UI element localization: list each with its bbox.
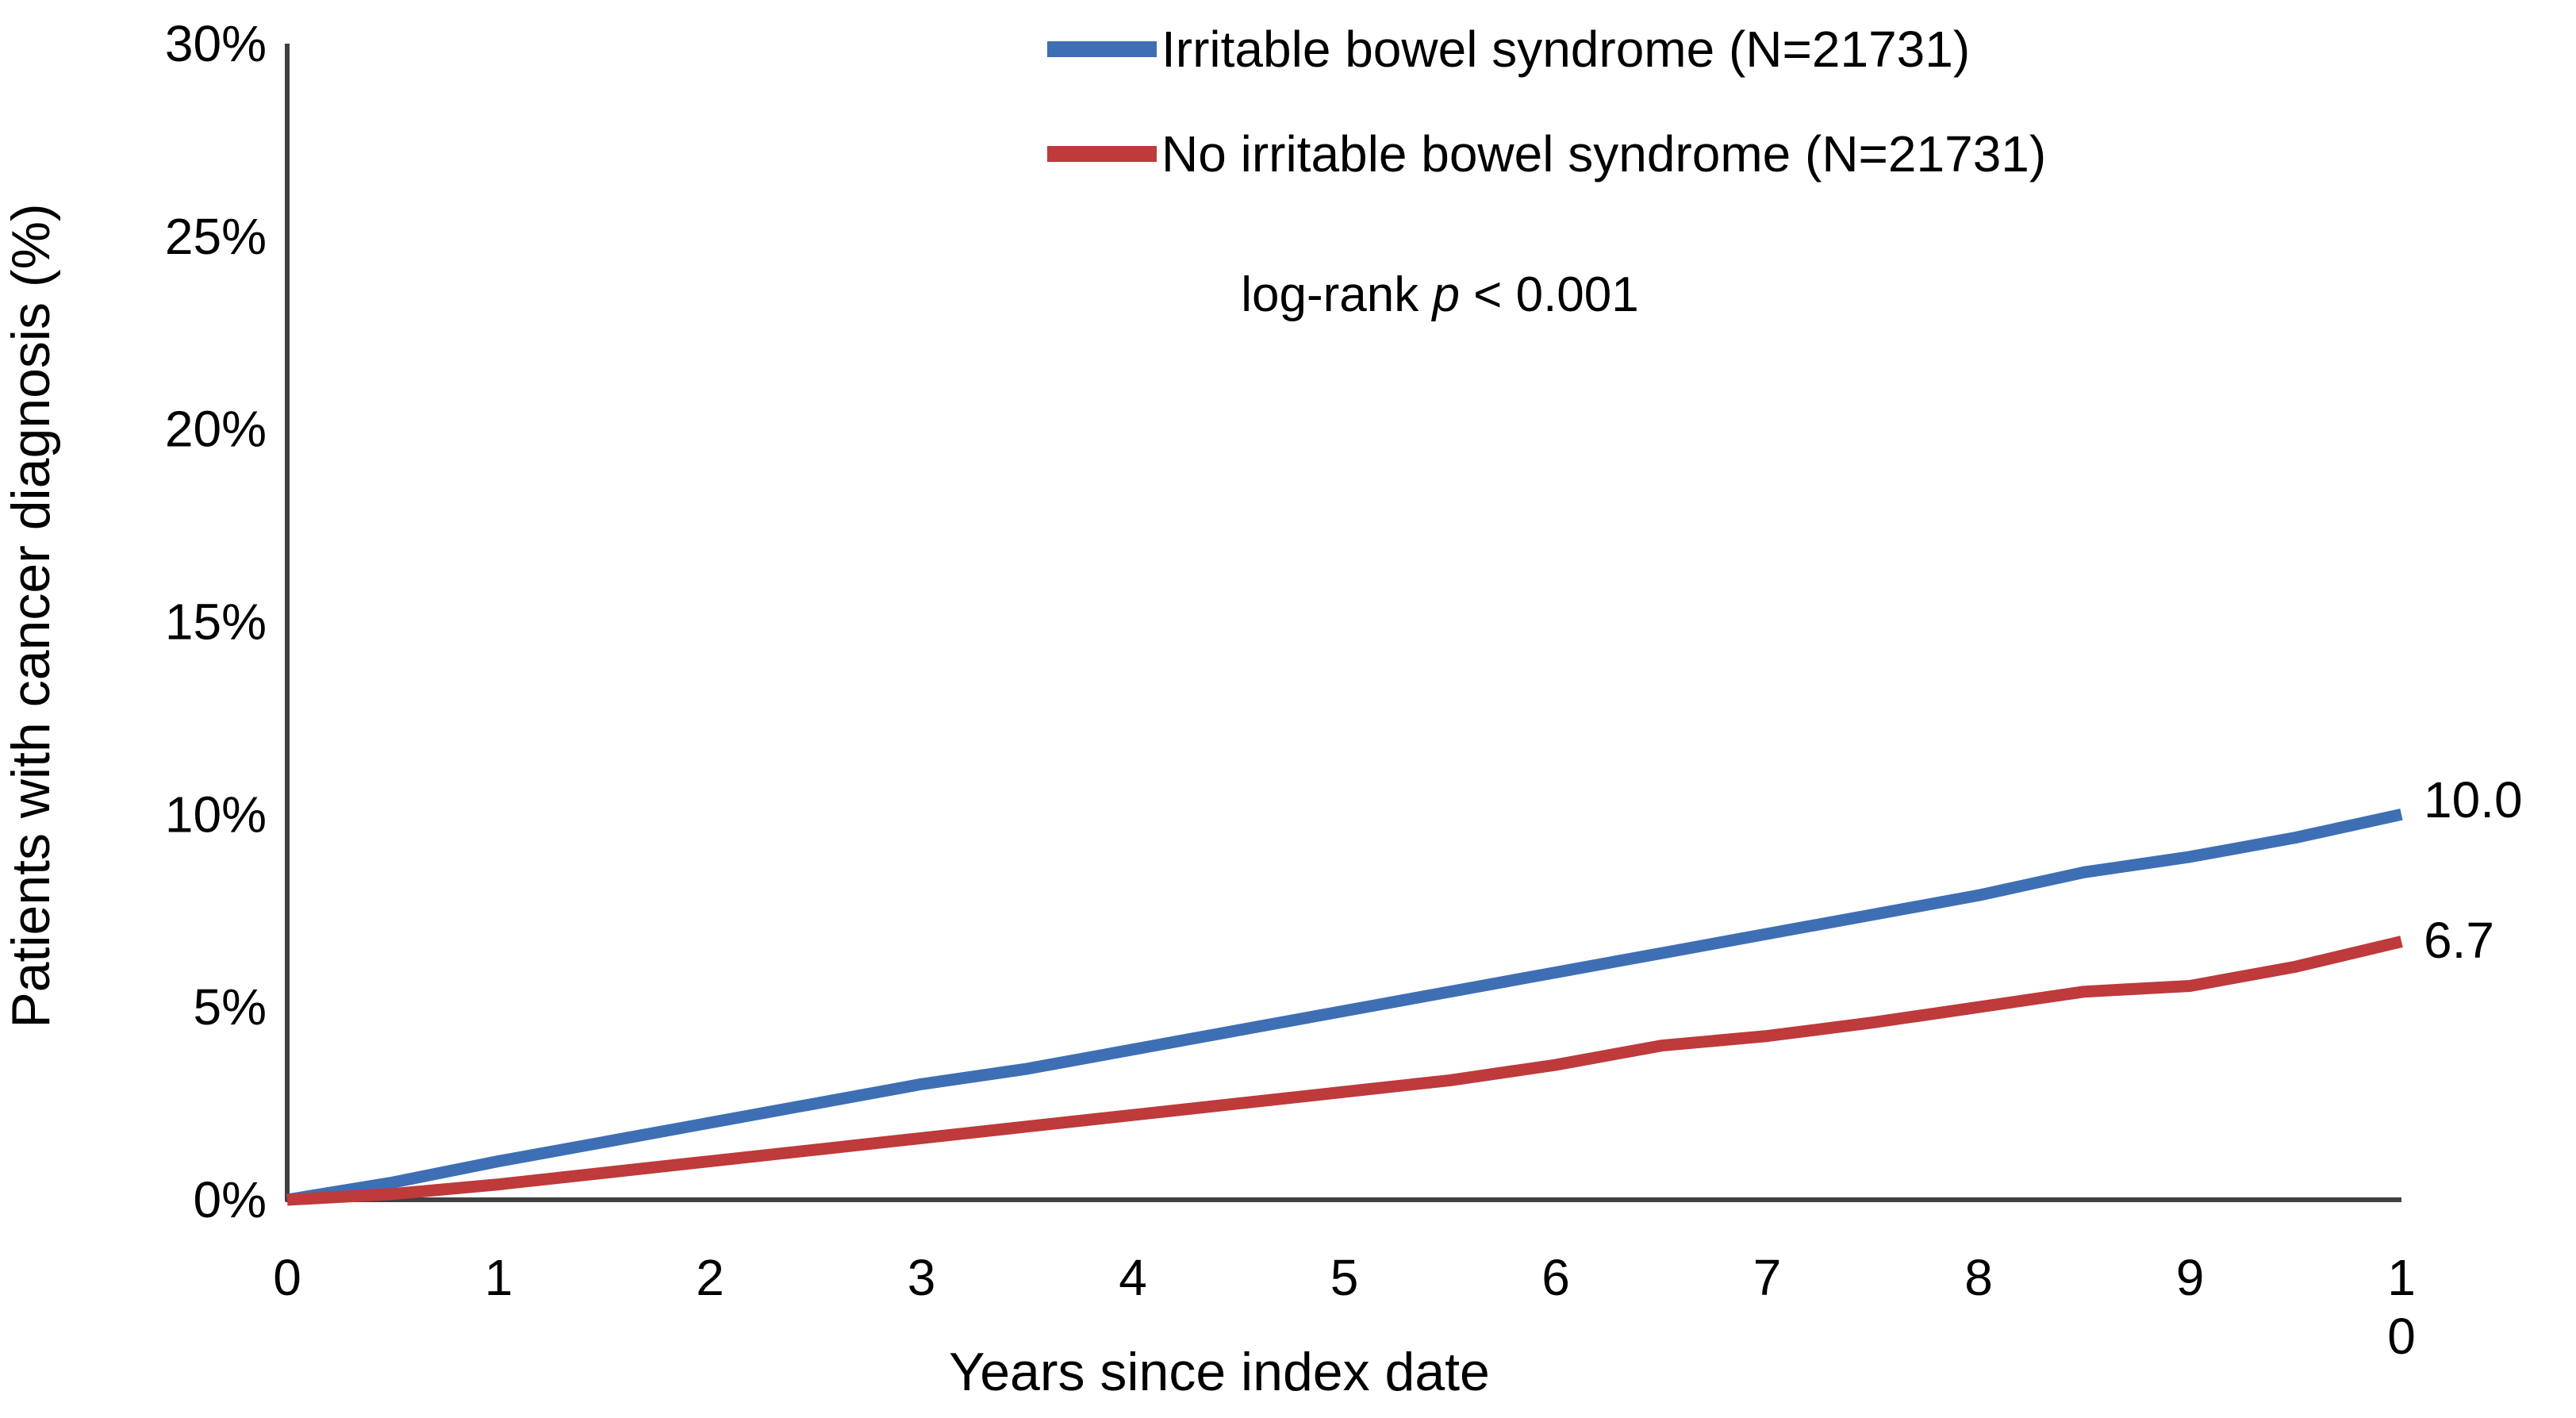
x-tick-label: 1 xyxy=(485,1249,513,1306)
y-axis-tick-labels: 0% 5% 10% 15% 20% 25% 30% xyxy=(165,15,267,1228)
log-rank-annotation: log-rank p < 0.001 xyxy=(1241,267,1639,322)
y-tick-label: 5% xyxy=(194,978,267,1036)
x-tick-label: 8 xyxy=(1964,1249,1993,1306)
y-tick-label: 15% xyxy=(165,594,267,651)
legend-label-ibs: Irritable bowel syndrome (N=21731) xyxy=(1161,21,1970,78)
log-rank-prefix: log-rank xyxy=(1241,267,1432,322)
y-tick-label: 30% xyxy=(165,15,267,72)
y-tick-label: 20% xyxy=(165,401,267,458)
log-rank-suffix: < 0.001 xyxy=(1460,267,1639,322)
legend-item-ibs: Irritable bowel syndrome (N=21731) xyxy=(1047,21,1970,78)
legend-item-no-ibs: No irritable bowel syndrome (N=21731) xyxy=(1047,125,2046,183)
legend: Irritable bowel syndrome (N=21731) No ir… xyxy=(1047,21,2046,183)
y-tick-label: 25% xyxy=(165,208,267,265)
series-line-1 xyxy=(286,936,2403,1206)
x-tick-label: 3 xyxy=(908,1249,936,1306)
legend-label-no-ibs: No irritable bowel syndrome (N=21731) xyxy=(1161,125,2046,183)
y-tick-label: 0% xyxy=(194,1171,267,1228)
x-tick-label: 7 xyxy=(1753,1249,1782,1306)
series-lines xyxy=(286,808,2403,1206)
end-label-ibs: 10.0 xyxy=(2424,771,2523,828)
x-tick-label: 4 xyxy=(1119,1249,1147,1306)
end-label-no-ibs: 6.7 xyxy=(2424,912,2494,969)
x-axis-title: Years since index date xyxy=(949,1342,1490,1402)
x-tick-label: 5 xyxy=(1330,1249,1359,1306)
x-tick-label: 0 xyxy=(273,1249,301,1306)
series-line-0 xyxy=(286,808,2403,1206)
x-tick-label: 2 xyxy=(696,1249,724,1306)
x-tick-label: 9 xyxy=(2176,1249,2205,1306)
y-tick-label: 10% xyxy=(165,786,267,843)
y-axis-title: Patients with cancer diagnosis (%) xyxy=(1,203,61,1028)
x-tick-label: 6 xyxy=(1541,1249,1570,1306)
log-rank-p: p xyxy=(1430,267,1459,322)
